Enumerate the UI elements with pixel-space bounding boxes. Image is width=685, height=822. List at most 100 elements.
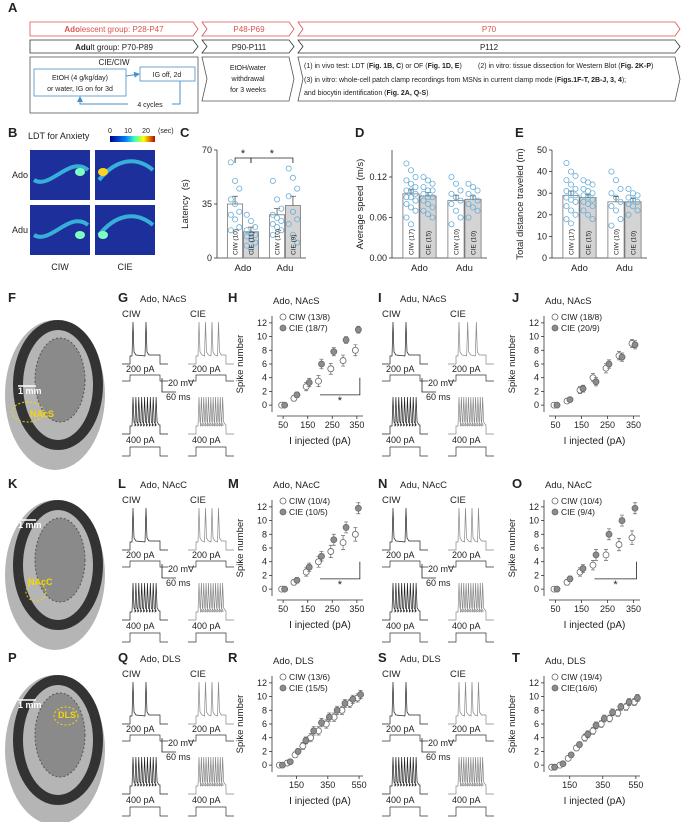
data-point [279, 761, 286, 769]
test-line: (1) in vivo test: LDT (Fig. 1B, C) or OF… [304, 63, 462, 70]
legend-label: CIE (20/9) [561, 323, 600, 333]
current-step [448, 374, 494, 382]
data-point [294, 748, 302, 755]
data-point [293, 391, 301, 399]
data-point [633, 694, 641, 702]
y-tick-label: 6 [262, 543, 267, 553]
legend-marker [279, 684, 287, 692]
data-point [563, 159, 570, 166]
x-tick-label: Ado [571, 263, 588, 274]
data-point [465, 200, 472, 207]
current-label: 200 pA [452, 550, 481, 560]
significance-star: * [338, 579, 343, 591]
current-step [382, 560, 428, 568]
timeline-arrow [201, 56, 295, 102]
data-point [634, 192, 641, 199]
y-tick-label: 8 [534, 529, 539, 539]
data-point [407, 204, 414, 211]
y-axis-label: Latency (s) [180, 179, 191, 229]
current-label: 200 pA [386, 364, 415, 374]
x-tick-label: 250 [600, 604, 615, 614]
data-point [357, 691, 364, 698]
data-point [612, 194, 619, 201]
y-tick-label: 0.00 [369, 253, 387, 263]
current-step [382, 374, 428, 382]
data-point [289, 208, 296, 215]
data-point [628, 534, 636, 542]
data-point [327, 365, 335, 373]
data-point [470, 184, 477, 191]
y-axis-label: Spike number [507, 335, 518, 394]
x-tick-label: 350 [595, 780, 610, 790]
voltage-trace [448, 681, 494, 725]
data-point [403, 200, 410, 207]
data-point [269, 177, 276, 184]
y-tick-label: 4 [534, 557, 539, 567]
panel-letter: H [228, 290, 237, 305]
panel-letter: I [378, 290, 382, 305]
current-label: 400 pA [126, 795, 155, 805]
y-tick-label: 6 [262, 719, 267, 729]
data-point [579, 565, 587, 572]
x-tick-label: Ado [235, 263, 252, 274]
data-point [572, 185, 579, 192]
timeline-arrow [201, 39, 295, 54]
legend-marker [551, 508, 559, 516]
voltage-trace [188, 756, 234, 795]
data-point [448, 190, 455, 197]
colorbar-tick: 0 [108, 128, 112, 135]
current-label: 200 pA [126, 550, 155, 560]
data-point [608, 190, 615, 197]
bar-label: CIE (9) [290, 234, 297, 255]
legend-label: CIE (9/4) [561, 507, 595, 517]
x-tick-label: 50 [278, 604, 288, 614]
x-tick-label: 250 [600, 420, 615, 430]
slice-cortex [13, 320, 103, 450]
chart-title: Ado, DLS [273, 656, 314, 667]
y-tick-label: 4 [262, 557, 267, 567]
voltage-trace [448, 507, 494, 551]
scale-label: 20 mV [168, 564, 194, 574]
data-point [412, 197, 419, 204]
trace-group: CIE [450, 669, 466, 680]
data-point [465, 214, 472, 221]
data-point [551, 763, 559, 771]
x-axis-label: I injected (pA) [564, 436, 626, 447]
y-tick-label: 2 [534, 570, 539, 580]
x-tick-label: 350 [626, 420, 641, 430]
region-label: DLS [58, 710, 76, 720]
scale-bar [161, 738, 176, 753]
data-point [341, 700, 349, 707]
data-point [278, 217, 285, 224]
data-point [407, 180, 414, 187]
current-step [382, 446, 428, 457]
data-point [448, 173, 455, 180]
data-point [589, 196, 596, 203]
current-label: 400 pA [126, 621, 155, 631]
col-label: CIE [117, 262, 132, 272]
withdrawal-label: EtOH/water [230, 65, 267, 72]
scale-label: 60 ms [166, 578, 191, 588]
data-point [252, 239, 259, 246]
scale-label: 20 mV [168, 378, 194, 388]
legend-marker [551, 673, 559, 681]
data-point [617, 198, 624, 205]
heatmap-track [32, 219, 90, 239]
x-tick-label: 150 [300, 420, 315, 430]
x-tick-label: 350 [349, 604, 364, 614]
y-tick-label: 40 [537, 167, 547, 177]
data-point [247, 217, 254, 224]
voltage-trace [122, 681, 168, 725]
data-point [602, 551, 610, 559]
panel-letter: E [515, 125, 524, 140]
data-point [600, 715, 608, 722]
y-tick-label: 35 [202, 199, 212, 209]
legend-label: CIE(16/6) [561, 683, 598, 693]
x-tick-label: 150 [289, 780, 304, 790]
y-tick-label: 70 [202, 145, 212, 155]
y-tick-label: 8 [534, 345, 539, 355]
bar-label: CIE (11) [248, 231, 255, 255]
panel-letter: K [8, 476, 18, 491]
trace-group: CIE [190, 495, 206, 506]
x-axis-label: I injected (pA) [289, 796, 351, 807]
